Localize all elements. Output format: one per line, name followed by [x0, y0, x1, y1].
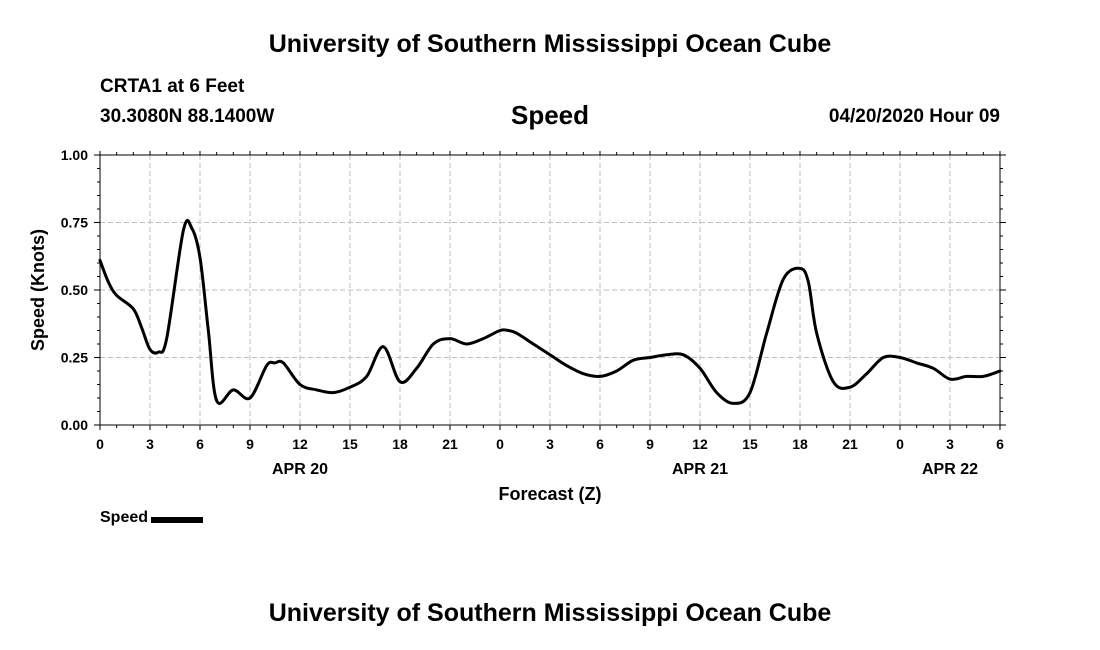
- speed-series-line: [98, 218, 1002, 405]
- legend-line-swatch: [151, 516, 204, 523]
- x-tick-label: 0: [496, 436, 504, 452]
- x-tick-label: 15: [342, 436, 358, 452]
- station-name: CRTA1 at 6 Feet: [100, 76, 245, 97]
- x-tick-label: 18: [792, 436, 808, 452]
- y-axis-title: Speed (Knots): [28, 229, 48, 351]
- forecast-datetime: 04/20/2020 Hour 09: [828, 106, 1000, 127]
- y-tick-label: 0.50: [61, 282, 88, 298]
- x-tick-label: 12: [692, 436, 708, 452]
- x-tick-label: 6: [196, 436, 204, 452]
- x-tick-label: 18: [392, 436, 408, 452]
- chart-footer-title: University of Southern Mississippi Ocean…: [268, 599, 832, 627]
- x-tick-label: 3: [146, 436, 154, 452]
- x-tick-label: 3: [946, 436, 954, 452]
- x-tick-label: 6: [596, 436, 604, 452]
- parameter-title: Speed: [510, 100, 590, 130]
- x-tick-label: 3: [546, 436, 554, 452]
- date-label: APR 22: [922, 461, 978, 478]
- date-label: APR 21: [672, 461, 728, 478]
- chart-legend: Speed: [100, 509, 204, 527]
- x-tick-label: 0: [96, 436, 104, 452]
- y-tick-label: 0.00: [61, 417, 88, 433]
- y-tick-label: 0.25: [61, 350, 88, 366]
- x-tick-label: 9: [246, 436, 254, 452]
- x-tick-label: 0: [896, 436, 904, 452]
- x-tick-label: 6: [996, 436, 1004, 452]
- station-coordinates: 30.3080N 88.1400W: [100, 106, 275, 127]
- legend-label: Speed: [100, 509, 149, 526]
- y-tick-label: 0.75: [61, 215, 88, 231]
- x-tick-label: 9: [646, 436, 654, 452]
- y-tick-label: 1.00: [61, 147, 88, 163]
- date-label: APR 20: [272, 461, 328, 478]
- x-axis-title: Forecast (Z): [498, 484, 601, 504]
- chart-header-title: University of Southern Mississippi Ocean…: [268, 30, 832, 58]
- x-tick-label: 15: [742, 436, 758, 452]
- x-tick-label: 12: [292, 436, 308, 452]
- x-tick-label: 21: [842, 436, 858, 452]
- x-tick-label: 21: [442, 436, 458, 452]
